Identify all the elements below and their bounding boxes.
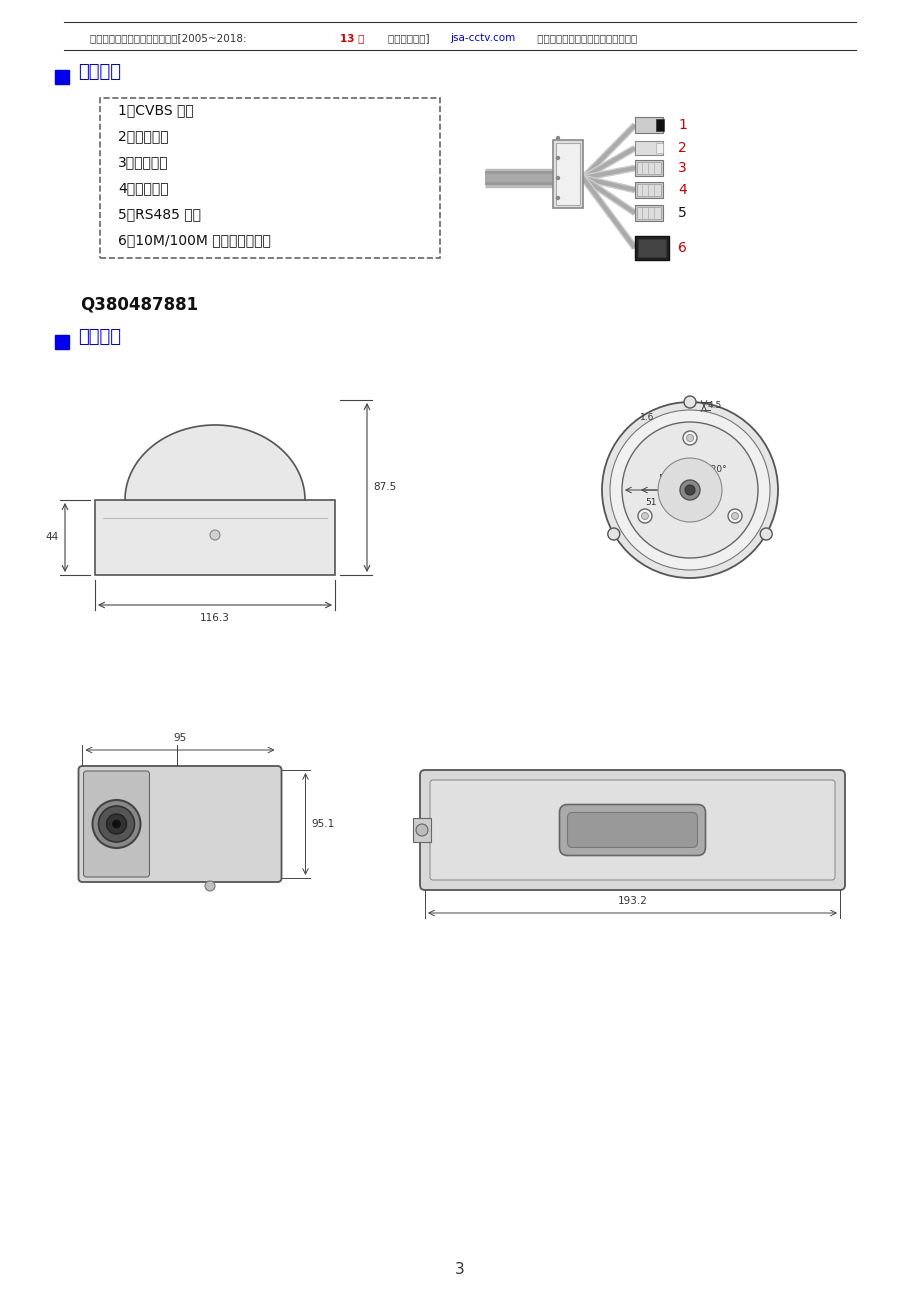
Text: 深圳市杰士安电子科技有限公司[2005~2018:: 深圳市杰士安电子科技有限公司[2005~2018: — [90, 33, 250, 43]
Text: 3、音频接口: 3、音频接口 — [118, 155, 168, 169]
Text: 1: 1 — [677, 119, 686, 132]
Text: 5、RS485 接口: 5、RS485 接口 — [118, 207, 200, 222]
Circle shape — [609, 410, 769, 569]
Text: 3: 3 — [455, 1263, 464, 1277]
Circle shape — [112, 820, 120, 827]
Circle shape — [731, 512, 738, 520]
Circle shape — [686, 434, 693, 442]
Circle shape — [637, 509, 652, 523]
Circle shape — [556, 156, 559, 159]
Text: 120°: 120° — [705, 465, 727, 474]
Text: 2、电源接口: 2、电源接口 — [118, 129, 168, 143]
Text: 95: 95 — [173, 734, 187, 743]
Circle shape — [205, 881, 215, 891]
Text: 2: 2 — [677, 141, 686, 155]
Circle shape — [607, 528, 619, 539]
Circle shape — [682, 431, 697, 446]
Text: 87.5: 87.5 — [372, 482, 396, 493]
Text: 116.3: 116.3 — [199, 612, 230, 623]
FancyBboxPatch shape — [429, 780, 834, 880]
Bar — [552, 139, 583, 208]
Circle shape — [685, 485, 694, 495]
Bar — [55, 335, 69, 349]
Text: 193.2: 193.2 — [617, 896, 647, 906]
FancyBboxPatch shape — [420, 770, 844, 890]
Bar — [655, 143, 663, 152]
Circle shape — [556, 137, 559, 139]
Text: 51: 51 — [644, 498, 656, 507]
Circle shape — [107, 814, 127, 834]
Bar — [634, 117, 663, 133]
Circle shape — [98, 807, 134, 842]
Bar — [634, 236, 668, 261]
Text: 13 年: 13 年 — [340, 33, 364, 43]
FancyBboxPatch shape — [559, 804, 705, 856]
Circle shape — [657, 457, 721, 523]
Circle shape — [683, 396, 696, 408]
Circle shape — [93, 800, 141, 848]
Bar — [634, 205, 663, 222]
Text: 51: 51 — [657, 474, 669, 483]
Circle shape — [679, 480, 699, 500]
Text: 1.6: 1.6 — [640, 413, 653, 422]
Text: 接口定义: 接口定义 — [78, 63, 121, 81]
Bar — [636, 207, 660, 219]
Polygon shape — [125, 425, 305, 500]
Bar — [636, 184, 660, 195]
Text: Q380487881: Q380487881 — [80, 296, 198, 314]
Bar — [95, 500, 335, 575]
Bar — [634, 182, 663, 198]
Bar — [634, 160, 663, 176]
Text: 1、CVBS 接口: 1、CVBS 接口 — [118, 103, 194, 117]
Text: 4、报警接口: 4、报警接口 — [118, 181, 168, 195]
Bar — [55, 70, 69, 83]
Circle shape — [621, 422, 757, 558]
Circle shape — [415, 823, 427, 837]
FancyBboxPatch shape — [567, 813, 697, 847]
Bar — [413, 818, 430, 842]
FancyBboxPatch shape — [78, 766, 281, 882]
Text: 5: 5 — [677, 206, 686, 220]
Bar — [655, 119, 664, 132]
Circle shape — [210, 530, 220, 539]
Text: 行业累积沉淀]: 行业累积沉淀] — [388, 33, 433, 43]
Text: 温湿度探测和预警监控摄像机规格书: 温湿度探测和预警监控摄像机规格书 — [533, 33, 637, 43]
Circle shape — [641, 512, 648, 520]
Circle shape — [601, 403, 777, 579]
Circle shape — [727, 509, 742, 523]
Text: 6: 6 — [677, 241, 686, 255]
Bar — [636, 162, 660, 175]
Circle shape — [556, 197, 559, 199]
Text: 3: 3 — [677, 162, 686, 175]
Circle shape — [759, 528, 771, 539]
Text: 产品尺寸: 产品尺寸 — [78, 328, 121, 347]
Circle shape — [556, 176, 559, 180]
Text: jsa-cctv.com: jsa-cctv.com — [449, 33, 515, 43]
Text: 95.1: 95.1 — [312, 820, 335, 829]
Text: 4: 4 — [677, 182, 686, 197]
Bar — [555, 143, 579, 205]
Text: 4.5: 4.5 — [708, 401, 721, 410]
Bar — [637, 238, 665, 257]
Text: 6、10M/100M 自适应以太网口: 6、10M/100M 自适应以太网口 — [118, 233, 270, 248]
FancyBboxPatch shape — [84, 771, 149, 877]
Text: 44: 44 — [46, 533, 59, 542]
Bar — [634, 141, 663, 155]
